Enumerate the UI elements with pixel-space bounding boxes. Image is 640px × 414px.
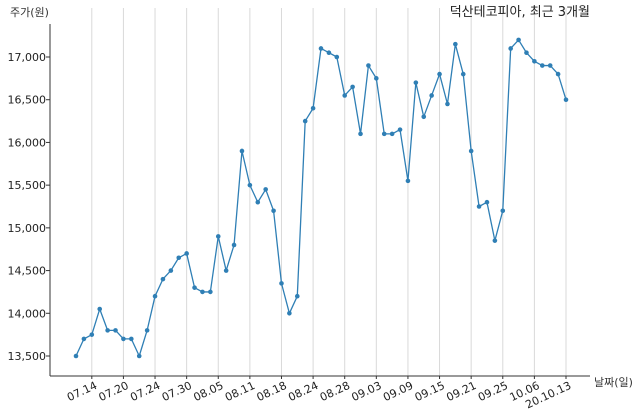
x-tick-label: 09.09 (381, 379, 415, 404)
x-tick-label: 08.28 (318, 379, 352, 404)
data-point (160, 276, 166, 282)
data-point (129, 336, 134, 342)
data-point (271, 208, 276, 214)
data-point (326, 50, 332, 56)
y-tick-label: 14,000 (8, 307, 47, 320)
x-tick-label: 08.11 (223, 379, 257, 404)
data-point (524, 50, 529, 56)
y-tick-label: 16,000 (8, 136, 47, 149)
data-point (484, 199, 490, 205)
data-point (81, 336, 87, 342)
x-tick-label: 07.14 (65, 379, 99, 404)
y-tick-label: 15,000 (8, 222, 47, 235)
data-point (429, 93, 434, 98)
data-point (208, 289, 213, 295)
data-point (421, 114, 427, 120)
data-point (389, 131, 395, 137)
data-point (121, 336, 126, 342)
data-point (144, 328, 150, 333)
data-point (239, 148, 245, 154)
data-point (516, 37, 521, 43)
x-tick-label: 09.21 (444, 379, 478, 404)
data-point (374, 76, 379, 81)
grid-lines (91, 8, 567, 376)
data-point (231, 242, 237, 248)
data-point (97, 306, 103, 312)
data-point (437, 71, 442, 77)
data-point (192, 285, 197, 290)
data-point (334, 54, 340, 60)
data-point (397, 127, 403, 132)
data-point (294, 293, 300, 299)
x-tick-label: 07.24 (128, 379, 162, 404)
data-point (350, 84, 355, 90)
data-point (302, 118, 308, 124)
y-tick-labels: 13,500 14,000 14,500 15,000 15,500 16,000 16,5… (8, 51, 47, 363)
data-point (73, 353, 79, 359)
data-point (532, 58, 537, 64)
data-point (176, 255, 182, 261)
price-line (75, 39, 567, 357)
x-tick-label: 07.30 (160, 379, 194, 404)
y-tick-label: 17,000 (8, 51, 47, 64)
data-point (223, 268, 229, 273)
data-point (381, 131, 387, 137)
axes (46, 24, 590, 379)
x-tick-label: 07.20 (97, 379, 131, 404)
data-point (287, 310, 292, 316)
data-point (113, 328, 118, 333)
x-axis-title: 날짜(일) (594, 375, 633, 389)
data-point (413, 80, 419, 85)
x-tick-label: 08.24 (286, 379, 320, 404)
data-point (215, 234, 221, 239)
y-tick-label: 14,500 (8, 265, 47, 278)
data-point (445, 101, 450, 107)
y-axis-title: 주가(원) (10, 6, 49, 19)
data-point (318, 46, 324, 51)
data-point (168, 268, 174, 273)
data-point (492, 238, 498, 243)
data-point (310, 105, 316, 111)
data-point (136, 353, 142, 359)
data-point (555, 71, 561, 77)
data-point (152, 293, 158, 299)
y-tick-label: 13,500 (8, 350, 47, 363)
data-point (89, 332, 95, 337)
y-tick-label: 16,500 (8, 94, 47, 107)
data-point (476, 204, 482, 209)
x-tick-label: 08.05 (191, 379, 225, 404)
data-point (279, 281, 284, 286)
data-point (500, 208, 506, 214)
series-line (75, 39, 567, 357)
data-point (247, 182, 253, 188)
data-point (366, 63, 371, 68)
x-tick-label: 09.25 (476, 379, 510, 404)
data-points (73, 37, 569, 359)
chart-title: 덕산테코피아, 최근 3개월 (450, 5, 590, 20)
data-point (105, 328, 110, 333)
data-point (460, 71, 466, 77)
data-point (255, 199, 261, 205)
data-point (468, 148, 474, 154)
data-point (184, 251, 189, 256)
x-tick-label: 08.18 (255, 379, 289, 404)
x-tick-label: 09.03 (350, 379, 384, 404)
data-point (358, 131, 363, 137)
data-point (453, 41, 458, 47)
data-point (200, 289, 205, 295)
data-point (405, 178, 411, 184)
data-point (508, 46, 513, 51)
x-tick-label: 09.15 (413, 379, 447, 404)
x-tick-labels: 07.1407.2007.2407.3008.0508.1108.1808.24… (65, 379, 573, 411)
data-point (342, 93, 348, 98)
y-tick-label: 15,500 (8, 179, 47, 192)
data-point (263, 187, 268, 192)
data-point (563, 97, 569, 103)
data-point (547, 63, 553, 68)
data-point (539, 63, 545, 68)
